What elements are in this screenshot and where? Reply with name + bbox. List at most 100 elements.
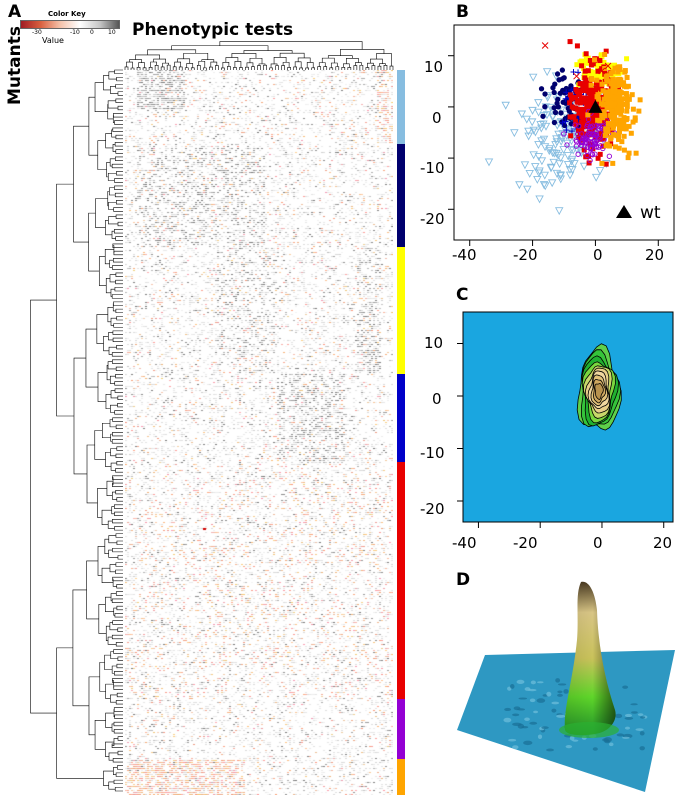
surface-bump xyxy=(503,717,512,723)
row-dendrogram-link xyxy=(111,352,123,357)
scatter-point xyxy=(535,195,544,204)
scatter-point xyxy=(595,68,601,74)
scatter-point xyxy=(566,146,576,155)
scatter-point xyxy=(637,97,643,103)
row-dendrogram-link xyxy=(111,723,115,732)
scatter-point xyxy=(614,133,620,139)
row-dendrogram-link xyxy=(107,100,118,109)
scatter-point xyxy=(571,105,577,111)
scatter-point xyxy=(582,143,588,149)
row-dendrogram-link xyxy=(117,91,123,96)
row-dendrogram-link xyxy=(105,220,113,236)
scatter-point xyxy=(567,92,573,98)
column-dendrogram-link xyxy=(183,52,209,60)
row-dendrogram-link xyxy=(88,676,100,736)
contour-background xyxy=(462,311,674,523)
scatter-point xyxy=(575,131,581,137)
scatter-point xyxy=(599,160,605,166)
surface-bump xyxy=(630,703,638,706)
column-dendrogram-link xyxy=(190,67,195,70)
scatter-point xyxy=(576,123,582,129)
column-dendrogram-link xyxy=(317,66,322,70)
row-dendrogram-link xyxy=(73,125,89,243)
scatter-point xyxy=(624,56,630,62)
scatter-point xyxy=(534,99,543,108)
scatter-point xyxy=(612,65,618,71)
scatter-point xyxy=(606,153,612,159)
scatter-point xyxy=(580,83,586,89)
scatter-point xyxy=(592,132,599,138)
scatter-point xyxy=(589,76,595,82)
scatter-point xyxy=(517,110,527,119)
row-dendrogram-link xyxy=(116,497,123,502)
row-dendrogram-link xyxy=(112,758,123,763)
color-key-tick: -30 xyxy=(32,29,42,36)
scatter-point xyxy=(582,75,588,81)
row-dendrogram-link xyxy=(110,593,117,602)
scatter-point xyxy=(546,164,556,173)
panel-a-letter: A xyxy=(8,2,22,22)
row-dendrogram-link xyxy=(117,105,123,111)
row-dendrogram-link xyxy=(112,417,123,422)
contour-plot xyxy=(457,311,674,528)
scatter-point xyxy=(616,99,622,105)
scatter-point xyxy=(592,57,598,63)
scatter-point xyxy=(610,122,616,128)
contour-x-tick: -40 xyxy=(452,534,477,552)
scatter-point xyxy=(624,74,630,80)
row-dendrogram-link xyxy=(114,511,123,516)
scatter-point xyxy=(587,97,593,103)
scatter-point xyxy=(616,136,622,142)
scatter-point xyxy=(610,160,616,166)
row-dendrogram-link xyxy=(112,578,117,587)
column-dendrogram-link xyxy=(186,63,194,68)
row-dendrogram-link xyxy=(94,82,108,112)
surface-peak-base xyxy=(559,722,619,738)
column-dendrogram-link xyxy=(377,65,382,70)
scatter-point xyxy=(623,96,629,102)
column-dendrogram-link xyxy=(222,62,230,68)
scatter-point xyxy=(601,59,607,65)
scatter-point xyxy=(612,62,618,68)
scatter-point xyxy=(593,80,599,86)
scatter-point xyxy=(581,136,588,142)
scatter-point xyxy=(542,68,552,77)
row-dendrogram-link xyxy=(101,567,114,583)
row-dendrogram-link xyxy=(110,390,118,399)
row-dendrogram-link xyxy=(72,589,89,707)
scatter-point xyxy=(625,155,631,161)
row-dendrogram-link xyxy=(115,308,123,314)
row-dendrogram-link xyxy=(116,171,123,176)
scatter-point xyxy=(579,95,585,101)
column-dendrogram-link xyxy=(376,53,392,67)
scatter-point xyxy=(595,113,601,119)
row-dendrogram-link xyxy=(106,162,111,178)
scatter-point xyxy=(568,96,574,102)
scatter-point xyxy=(587,124,593,130)
scatter-point xyxy=(585,103,591,109)
scatter-point xyxy=(587,145,594,151)
scatter-point xyxy=(589,151,595,157)
row-dendrogram-link xyxy=(113,767,118,775)
column-dendrogram-link xyxy=(147,49,197,55)
row-dendrogram-link xyxy=(113,250,123,256)
row-dendrogram-link xyxy=(112,680,114,689)
scatter-point xyxy=(617,102,623,108)
row-dendrogram-link xyxy=(108,781,116,790)
row-dendrogram-link xyxy=(117,403,123,408)
row-dendrogram-link xyxy=(116,584,123,589)
scatter-point xyxy=(556,77,562,83)
scatter-point xyxy=(552,81,558,87)
scatter-point xyxy=(582,99,588,105)
cluster-bar-segment xyxy=(397,758,405,795)
surface-bump xyxy=(572,739,579,742)
scatter-point xyxy=(584,123,590,130)
row-dendrogram-link xyxy=(113,301,123,306)
row-dendrogram-link xyxy=(114,613,123,618)
scatter-point xyxy=(574,62,580,68)
surface-bump xyxy=(529,721,538,725)
column-dendrogram-link xyxy=(282,62,290,68)
scatter-point xyxy=(534,141,543,150)
scatter-point xyxy=(598,130,604,136)
scatter-y-tick: 0 xyxy=(432,109,442,127)
